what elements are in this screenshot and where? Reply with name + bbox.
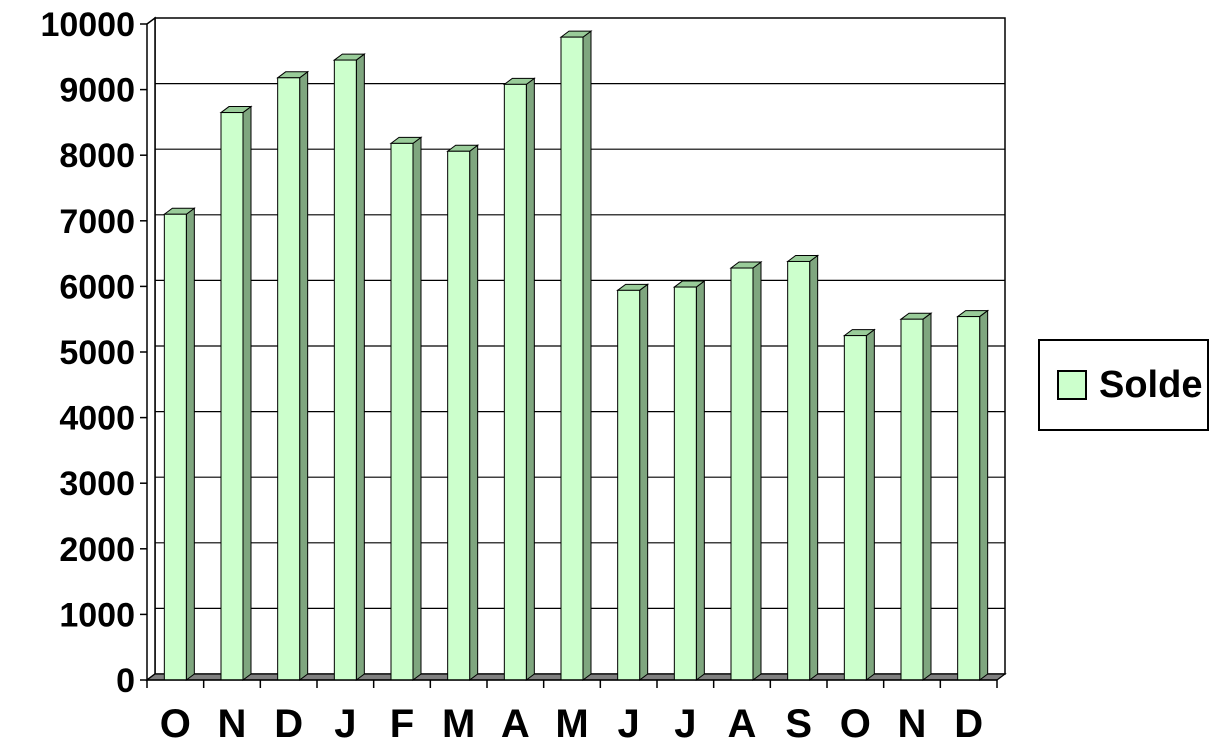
bar-side xyxy=(809,254,819,681)
x-tick-label: S xyxy=(785,702,812,746)
bar xyxy=(503,83,527,681)
bar-side xyxy=(639,283,649,681)
bar-side xyxy=(525,77,535,681)
bar-side xyxy=(979,309,989,681)
x-tick-label: J xyxy=(674,702,696,746)
x-tick-label: A xyxy=(501,702,530,746)
x-tick-label: O xyxy=(160,702,191,746)
bar xyxy=(220,112,244,681)
y-tick-label: 2000 xyxy=(59,531,135,569)
legend-label: Solde xyxy=(1099,364,1203,406)
bar-side xyxy=(922,312,932,681)
bar-side xyxy=(299,70,309,681)
x-tick-label: J xyxy=(618,702,640,746)
legend-swatch-solde xyxy=(1057,370,1087,400)
legend: Solde xyxy=(1038,339,1209,431)
bar xyxy=(560,36,584,681)
y-tick-label: 5000 xyxy=(59,334,135,372)
x-tick-label: F xyxy=(390,702,414,746)
bar xyxy=(277,77,301,681)
x-tick-label: D xyxy=(954,702,983,746)
bar-side xyxy=(242,105,252,681)
bar-side xyxy=(412,136,422,681)
bar-side xyxy=(185,207,195,681)
y-tick-label: 3000 xyxy=(59,465,135,503)
bar xyxy=(843,335,867,681)
bar xyxy=(730,267,754,681)
bar xyxy=(163,213,187,681)
x-tick-label: M xyxy=(555,702,588,746)
y-tick-label: 0 xyxy=(116,662,135,700)
bar xyxy=(333,59,357,681)
bar-side xyxy=(582,30,592,681)
y-tick-label: 10000 xyxy=(40,6,135,44)
x-tick-label: N xyxy=(218,702,247,746)
bar xyxy=(957,316,981,681)
bar xyxy=(617,289,641,681)
y-tick-label: 9000 xyxy=(59,72,135,110)
bar-side xyxy=(355,53,365,681)
y-tick-label: 4000 xyxy=(59,400,135,438)
y-tick-label: 1000 xyxy=(59,596,135,634)
x-tick-label: O xyxy=(840,702,871,746)
bar-side xyxy=(695,280,705,681)
y-tick-label: 8000 xyxy=(59,137,135,175)
y-tick-label: 6000 xyxy=(59,268,135,306)
bar xyxy=(900,318,924,681)
bar xyxy=(787,260,811,681)
x-tick-label: D xyxy=(274,702,303,746)
y-tick-label: 7000 xyxy=(59,203,135,241)
bar-side xyxy=(752,261,762,681)
bar-side xyxy=(865,328,875,681)
bar xyxy=(447,150,471,681)
x-tick-label: J xyxy=(334,702,356,746)
bar-side xyxy=(469,144,479,681)
side-wall xyxy=(146,16,156,682)
bar xyxy=(390,142,414,681)
x-tick-label: A xyxy=(728,702,757,746)
x-tick-label: N xyxy=(898,702,927,746)
x-tick-label: M xyxy=(442,702,475,746)
bar xyxy=(673,286,697,681)
